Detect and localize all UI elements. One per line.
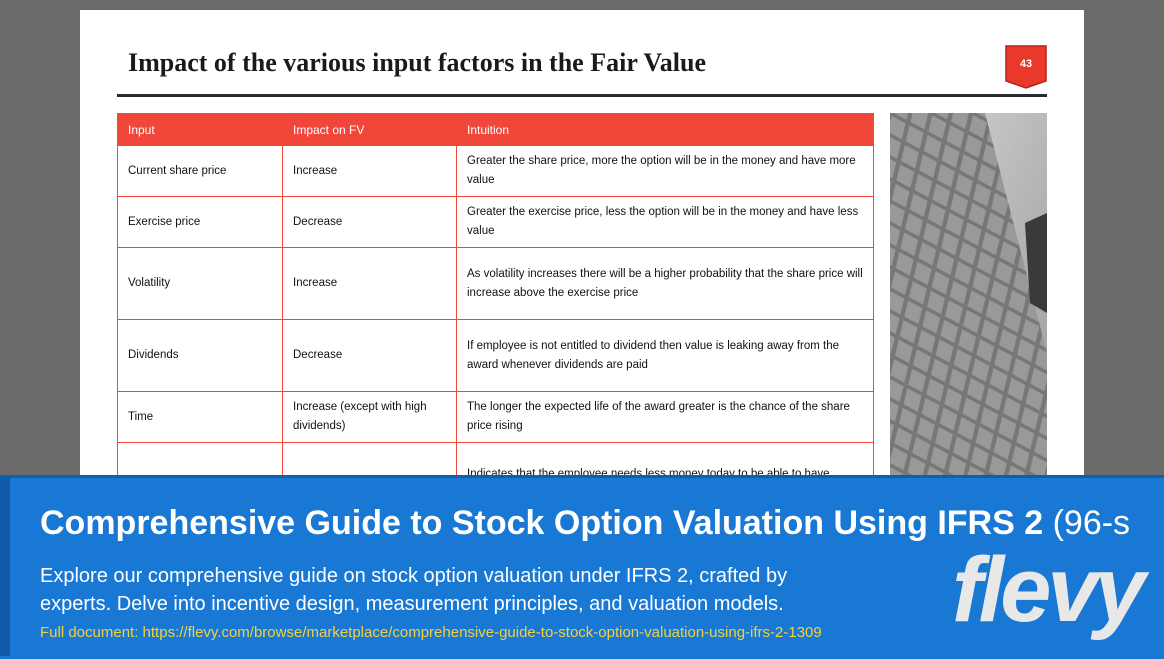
table-row: Exercise price Decrease Greater the exer… bbox=[117, 196, 874, 248]
column-header-input: Input bbox=[117, 113, 283, 146]
cell-impact: Increase bbox=[282, 247, 457, 320]
page-number-badge: 43 bbox=[1005, 45, 1047, 97]
table-row: Current share price Increase Greater the… bbox=[117, 145, 874, 197]
cell-intuition: Greater the share price, more the option… bbox=[456, 145, 874, 197]
fair-value-table: Input Impact on FV Intuition Current sha… bbox=[117, 113, 874, 490]
flevy-logo[interactable]: flevy bbox=[952, 539, 1146, 641]
table-header-row: Input Impact on FV Intuition bbox=[117, 113, 874, 146]
cell-impact: Increase (except with high dividends) bbox=[282, 391, 457, 443]
document-link[interactable]: Full document: https://flevy.com/browse/… bbox=[40, 624, 822, 641]
title-divider bbox=[117, 94, 1047, 97]
banner-title-main: Comprehensive Guide to Stock Option Valu… bbox=[40, 504, 1044, 542]
banner-title-suffix: (96-s bbox=[1043, 504, 1131, 542]
slide-page: Impact of the various input factors in t… bbox=[80, 10, 1084, 490]
cell-intuition: Greater the exercise price, less the opt… bbox=[456, 196, 874, 248]
cell-impact: Increase bbox=[282, 145, 457, 197]
promo-banner bbox=[0, 475, 1164, 659]
cell-input: Dividends bbox=[117, 319, 283, 392]
cell-intuition: If employee is not entitled to dividend … bbox=[456, 319, 874, 392]
banner-title: Comprehensive Guide to Stock Option Valu… bbox=[40, 504, 1130, 543]
cell-intuition: The longer the expected life of the awar… bbox=[456, 391, 874, 443]
cell-input: Time bbox=[117, 391, 283, 443]
slide-title: Impact of the various input factors in t… bbox=[128, 48, 707, 77]
badge-shape-icon bbox=[1005, 45, 1047, 89]
cell-impact: Decrease bbox=[282, 319, 457, 392]
page-number: 43 bbox=[1019, 58, 1033, 70]
table-row: Time Increase (except with high dividend… bbox=[117, 391, 874, 443]
cell-input: Current share price bbox=[117, 145, 283, 197]
banner-edge bbox=[0, 478, 10, 656]
cell-input: Volatility bbox=[117, 247, 283, 320]
cell-impact: Decrease bbox=[282, 196, 457, 248]
cell-input: Exercise price bbox=[117, 196, 283, 248]
cell-intuition: As volatility increases there will be a … bbox=[456, 247, 874, 320]
table-row: Volatility Increase As volatility increa… bbox=[117, 247, 874, 320]
banner-description: Explore our comprehensive guide on stock… bbox=[40, 565, 788, 615]
column-header-impact: Impact on FV bbox=[282, 113, 457, 146]
column-header-intuition: Intuition bbox=[456, 113, 874, 146]
building-glass-facade-photo bbox=[890, 113, 1047, 490]
table-row: Dividends Decrease If employee is not en… bbox=[117, 319, 874, 392]
